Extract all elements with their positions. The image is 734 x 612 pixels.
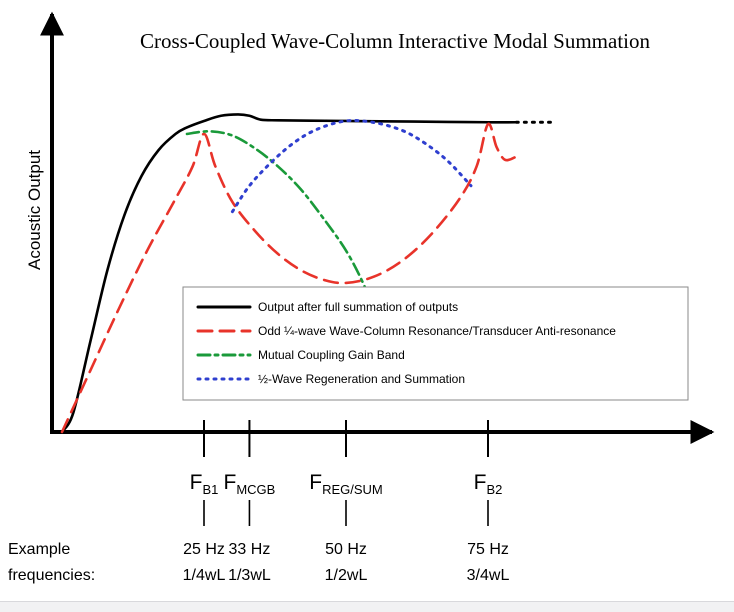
marker-wl-4: 3/4wL — [467, 567, 510, 584]
marker-label-4: FB2 — [474, 471, 503, 497]
legend-label-2: Odd ¼-wave Wave-Column Resonance/Transdu… — [258, 324, 616, 338]
legend-label-3: Mutual Coupling Gain Band — [258, 348, 405, 362]
legend-box — [182, 286, 689, 401]
marker-hz-3: 50 Hz — [325, 541, 367, 558]
bottom-rule — [0, 601, 734, 612]
legend-label-4: ½-Wave Regeneration and Summation — [258, 372, 465, 386]
marker-hz-4: 75 Hz — [467, 541, 509, 558]
marker-hz-1: 25 Hz — [183, 541, 225, 558]
marker-wl-2: 1/3wL — [228, 567, 271, 584]
marker-label-1: FB1 — [190, 471, 219, 497]
marker-wl-1: 1/4wL — [183, 567, 226, 584]
series-line-5 — [230, 119, 473, 214]
series-line-1 — [60, 113, 518, 434]
marker-hz-2: 33 Hz — [229, 541, 271, 558]
marker-label-3: FREG/SUM — [309, 471, 383, 497]
chart-title: Cross-Coupled Wave-Column Interactive Mo… — [140, 29, 651, 53]
example-label-line2: frequencies: — [8, 567, 95, 584]
example-label-line1: Example — [8, 541, 70, 558]
y-axis-label: Acoustic Output — [25, 150, 44, 270]
legend: Output after full summation of outputs Od… — [182, 286, 689, 401]
series-line-3 — [60, 122, 518, 434]
marker-label-2: FMCGB — [224, 471, 276, 497]
marker-layer: FB1 25 Hz 1/4wL FMCGB 33 Hz 1/3wL FREG/SUM 50 H… — [183, 420, 510, 584]
marker-wl-3: 1/2wL — [325, 567, 368, 584]
legend-label-1: Output after full summation of outputs — [258, 300, 458, 314]
